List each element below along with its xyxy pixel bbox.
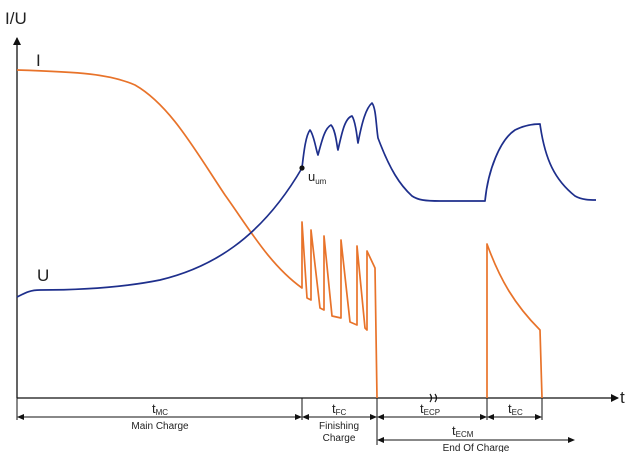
finishing-label-line1: Finishing bbox=[319, 421, 359, 432]
voltage-label: U bbox=[37, 266, 49, 285]
current-end-of-charge bbox=[486, 243, 543, 399]
y-axis-label: I/U bbox=[5, 9, 27, 28]
t-ecm-label: tECM bbox=[452, 423, 474, 439]
t-mc-label: tMC bbox=[152, 401, 168, 417]
end-of-charge-label: End Of Charge bbox=[443, 443, 510, 452]
current-label: I bbox=[36, 51, 41, 70]
u-um-point bbox=[299, 165, 305, 171]
main-charge-label: Main Charge bbox=[131, 421, 189, 432]
x-axis-label: t bbox=[620, 388, 625, 407]
t-fc-label: tFC bbox=[332, 401, 347, 417]
t-ecp-label: tECP bbox=[420, 401, 440, 417]
u-um-label: uum bbox=[308, 169, 327, 186]
axis-break-mark bbox=[429, 393, 438, 403]
current-curve bbox=[16, 69, 378, 399]
t-ec-label: tEC bbox=[508, 401, 523, 417]
voltage-curve bbox=[16, 102, 597, 298]
finishing-label-line2: Charge bbox=[323, 433, 356, 444]
